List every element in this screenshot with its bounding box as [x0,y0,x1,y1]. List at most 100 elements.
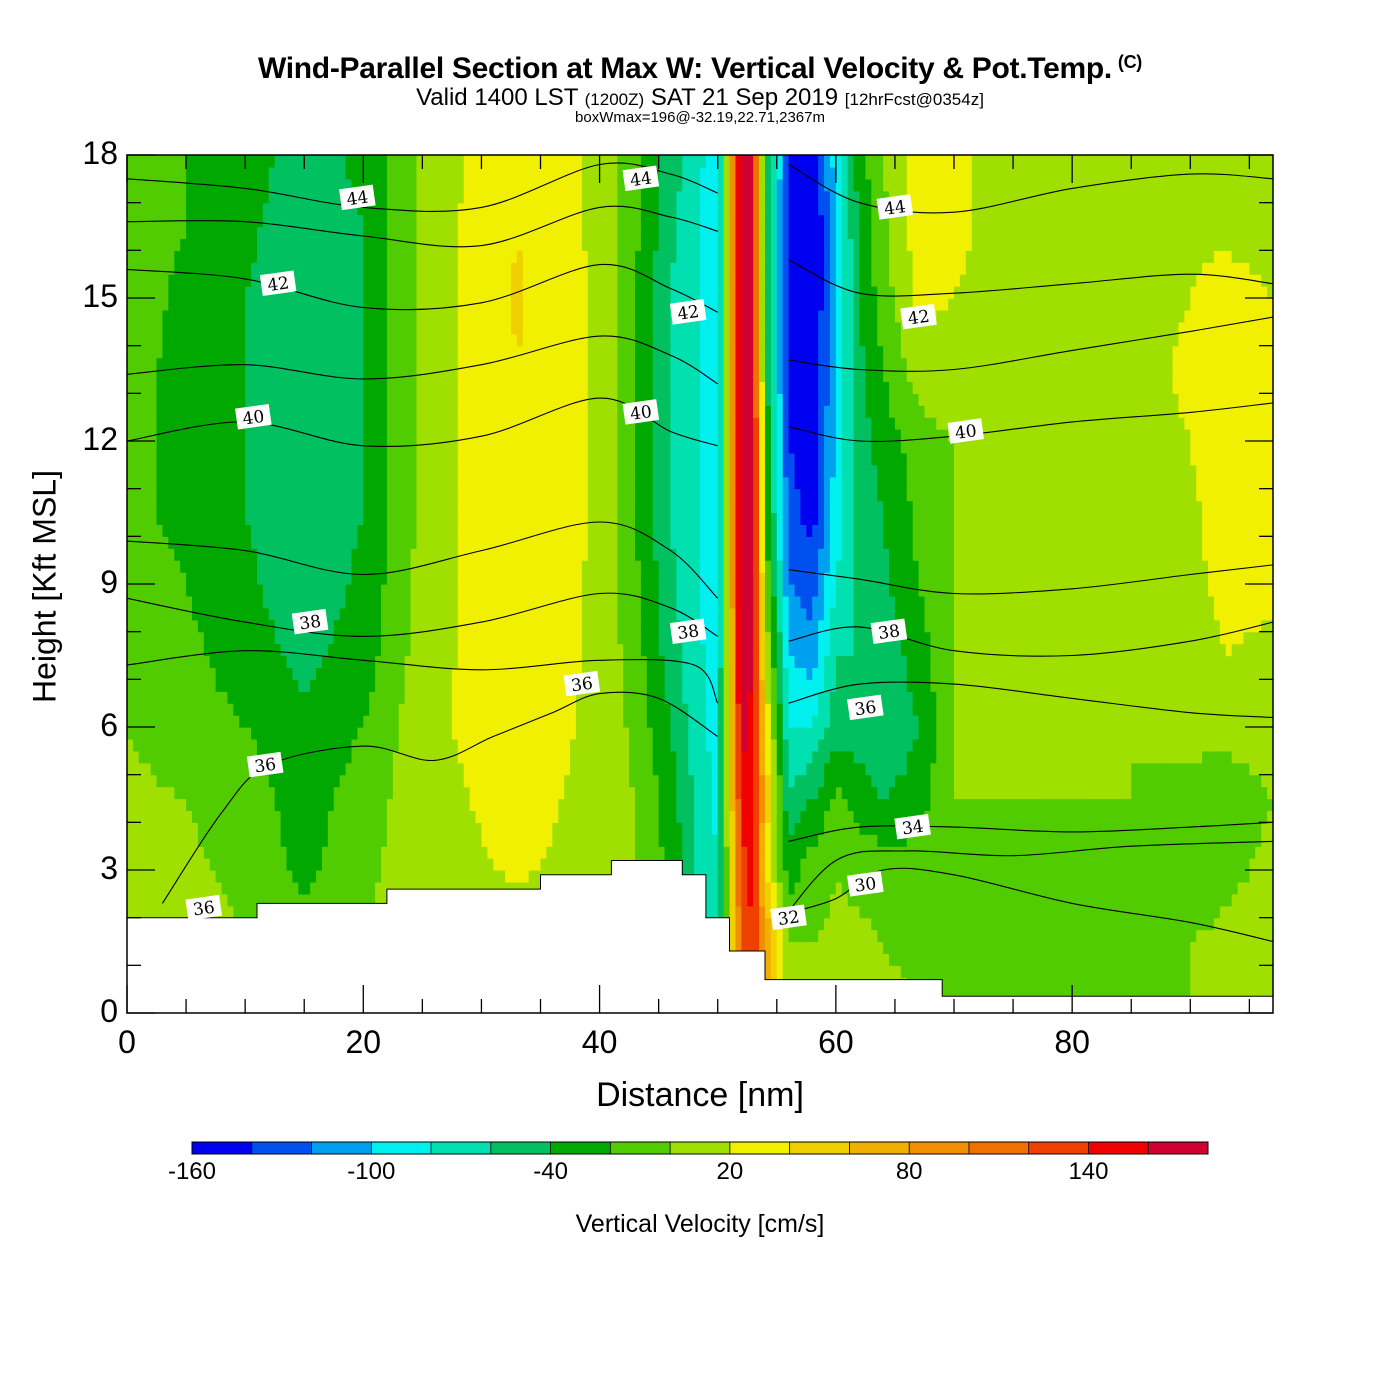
w-field-cell [1018,858,1026,871]
w-field-cell [723,881,731,895]
w-field-cell [918,762,926,776]
w-field-cell [829,917,837,931]
w-field-cell [197,762,205,776]
w-field-cell [735,822,742,835]
w-field-cell [900,870,908,883]
w-field-cell [239,870,246,883]
w-field-cell [670,774,677,788]
w-field-cell [457,822,465,835]
w-field-cell [806,846,813,859]
w-field-cell [197,786,205,800]
w-field-cell [694,846,701,859]
w-field-cell [292,703,299,716]
w-field-cell [1013,727,1020,740]
w-field-cell [670,846,677,859]
w-field-cell [1202,989,1209,1002]
w-field-cell [575,810,583,823]
w-field-cell [1131,774,1138,788]
w-field-cell [581,738,589,752]
w-field-cell [1113,786,1121,800]
w-field-cell [735,834,742,847]
w-field-cell [1255,750,1262,764]
w-field-cell [912,774,920,788]
w-field-cell [410,738,418,752]
w-field-cell [936,822,943,835]
w-field-cell [499,750,506,764]
w-field-cell [623,786,630,800]
w-field-cell [1261,810,1268,823]
w-field-cell [729,727,737,740]
w-field-cell [445,822,453,835]
w-field-cell [912,715,920,728]
w-field-cell [1072,929,1079,943]
w-field-cell [629,834,636,847]
w-field-cell [700,715,707,728]
w-field-cell [256,858,264,871]
w-field-cell [333,870,341,883]
w-field-cell [1024,953,1032,966]
w-field-cell [705,798,713,812]
w-field-cell [575,774,583,788]
w-field-cell [534,810,542,823]
w-field-cell [381,703,388,716]
w-field-cell [983,917,991,931]
w-field-cell [1042,750,1050,764]
w-field-cell [245,858,252,871]
w-field-cell [794,953,802,966]
w-field-cell [930,810,937,823]
w-field-cell [859,858,866,871]
w-field-cell [463,870,471,883]
w-field-cell [723,846,731,859]
w-field-cell [983,893,991,907]
w-field-cell [1119,786,1126,800]
w-field-cell [357,834,364,847]
w-field-cell [989,727,996,740]
w-field-cell [959,905,967,919]
w-field-cell [1066,834,1073,847]
w-field-cell [942,762,949,776]
w-field-cell [1202,917,1209,931]
w-field-cell [1166,774,1174,788]
w-field-cell [977,917,985,931]
w-field-cell [894,834,902,847]
w-field-cell [1243,834,1250,847]
w-field-cell [191,810,199,823]
w-field-cell [1237,977,1245,990]
w-field-cell [942,727,949,740]
w-field-cell [676,762,683,776]
w-field-cell [629,703,636,716]
w-field-cell [599,786,607,800]
w-field-cell [191,762,199,776]
w-field-cell [1048,929,1056,943]
w-field-cell [1030,738,1038,752]
w-field-cell [1125,881,1132,895]
w-field-cell [363,846,370,859]
w-field-cell [251,810,258,823]
w-field-cell [717,798,725,812]
w-field-cell [197,715,205,728]
w-field-cell [640,810,648,823]
w-field-cell [824,822,831,835]
w-field-cell [245,846,252,859]
w-field-cell [1030,881,1038,895]
w-field-cell [581,750,589,764]
w-field-cell [1225,750,1233,764]
w-field-cell [605,762,612,776]
w-field-cell [546,703,553,716]
w-field-cell [1024,893,1032,907]
w-field-cell [197,870,205,883]
w-field-cell [853,750,861,764]
w-field-cell [522,762,530,776]
w-field-cell [1178,870,1185,883]
w-field-cell [404,715,412,728]
w-field-cell [321,858,329,871]
w-field-cell [1143,905,1150,919]
w-field-cell [451,822,459,835]
w-field-cell [906,798,914,812]
w-field-cell [345,715,353,728]
w-field-cell [245,870,252,883]
w-field-cell [1208,870,1215,883]
w-field-cell [1048,965,1056,978]
w-field-cell [705,703,713,716]
w-field-cell [575,703,583,716]
